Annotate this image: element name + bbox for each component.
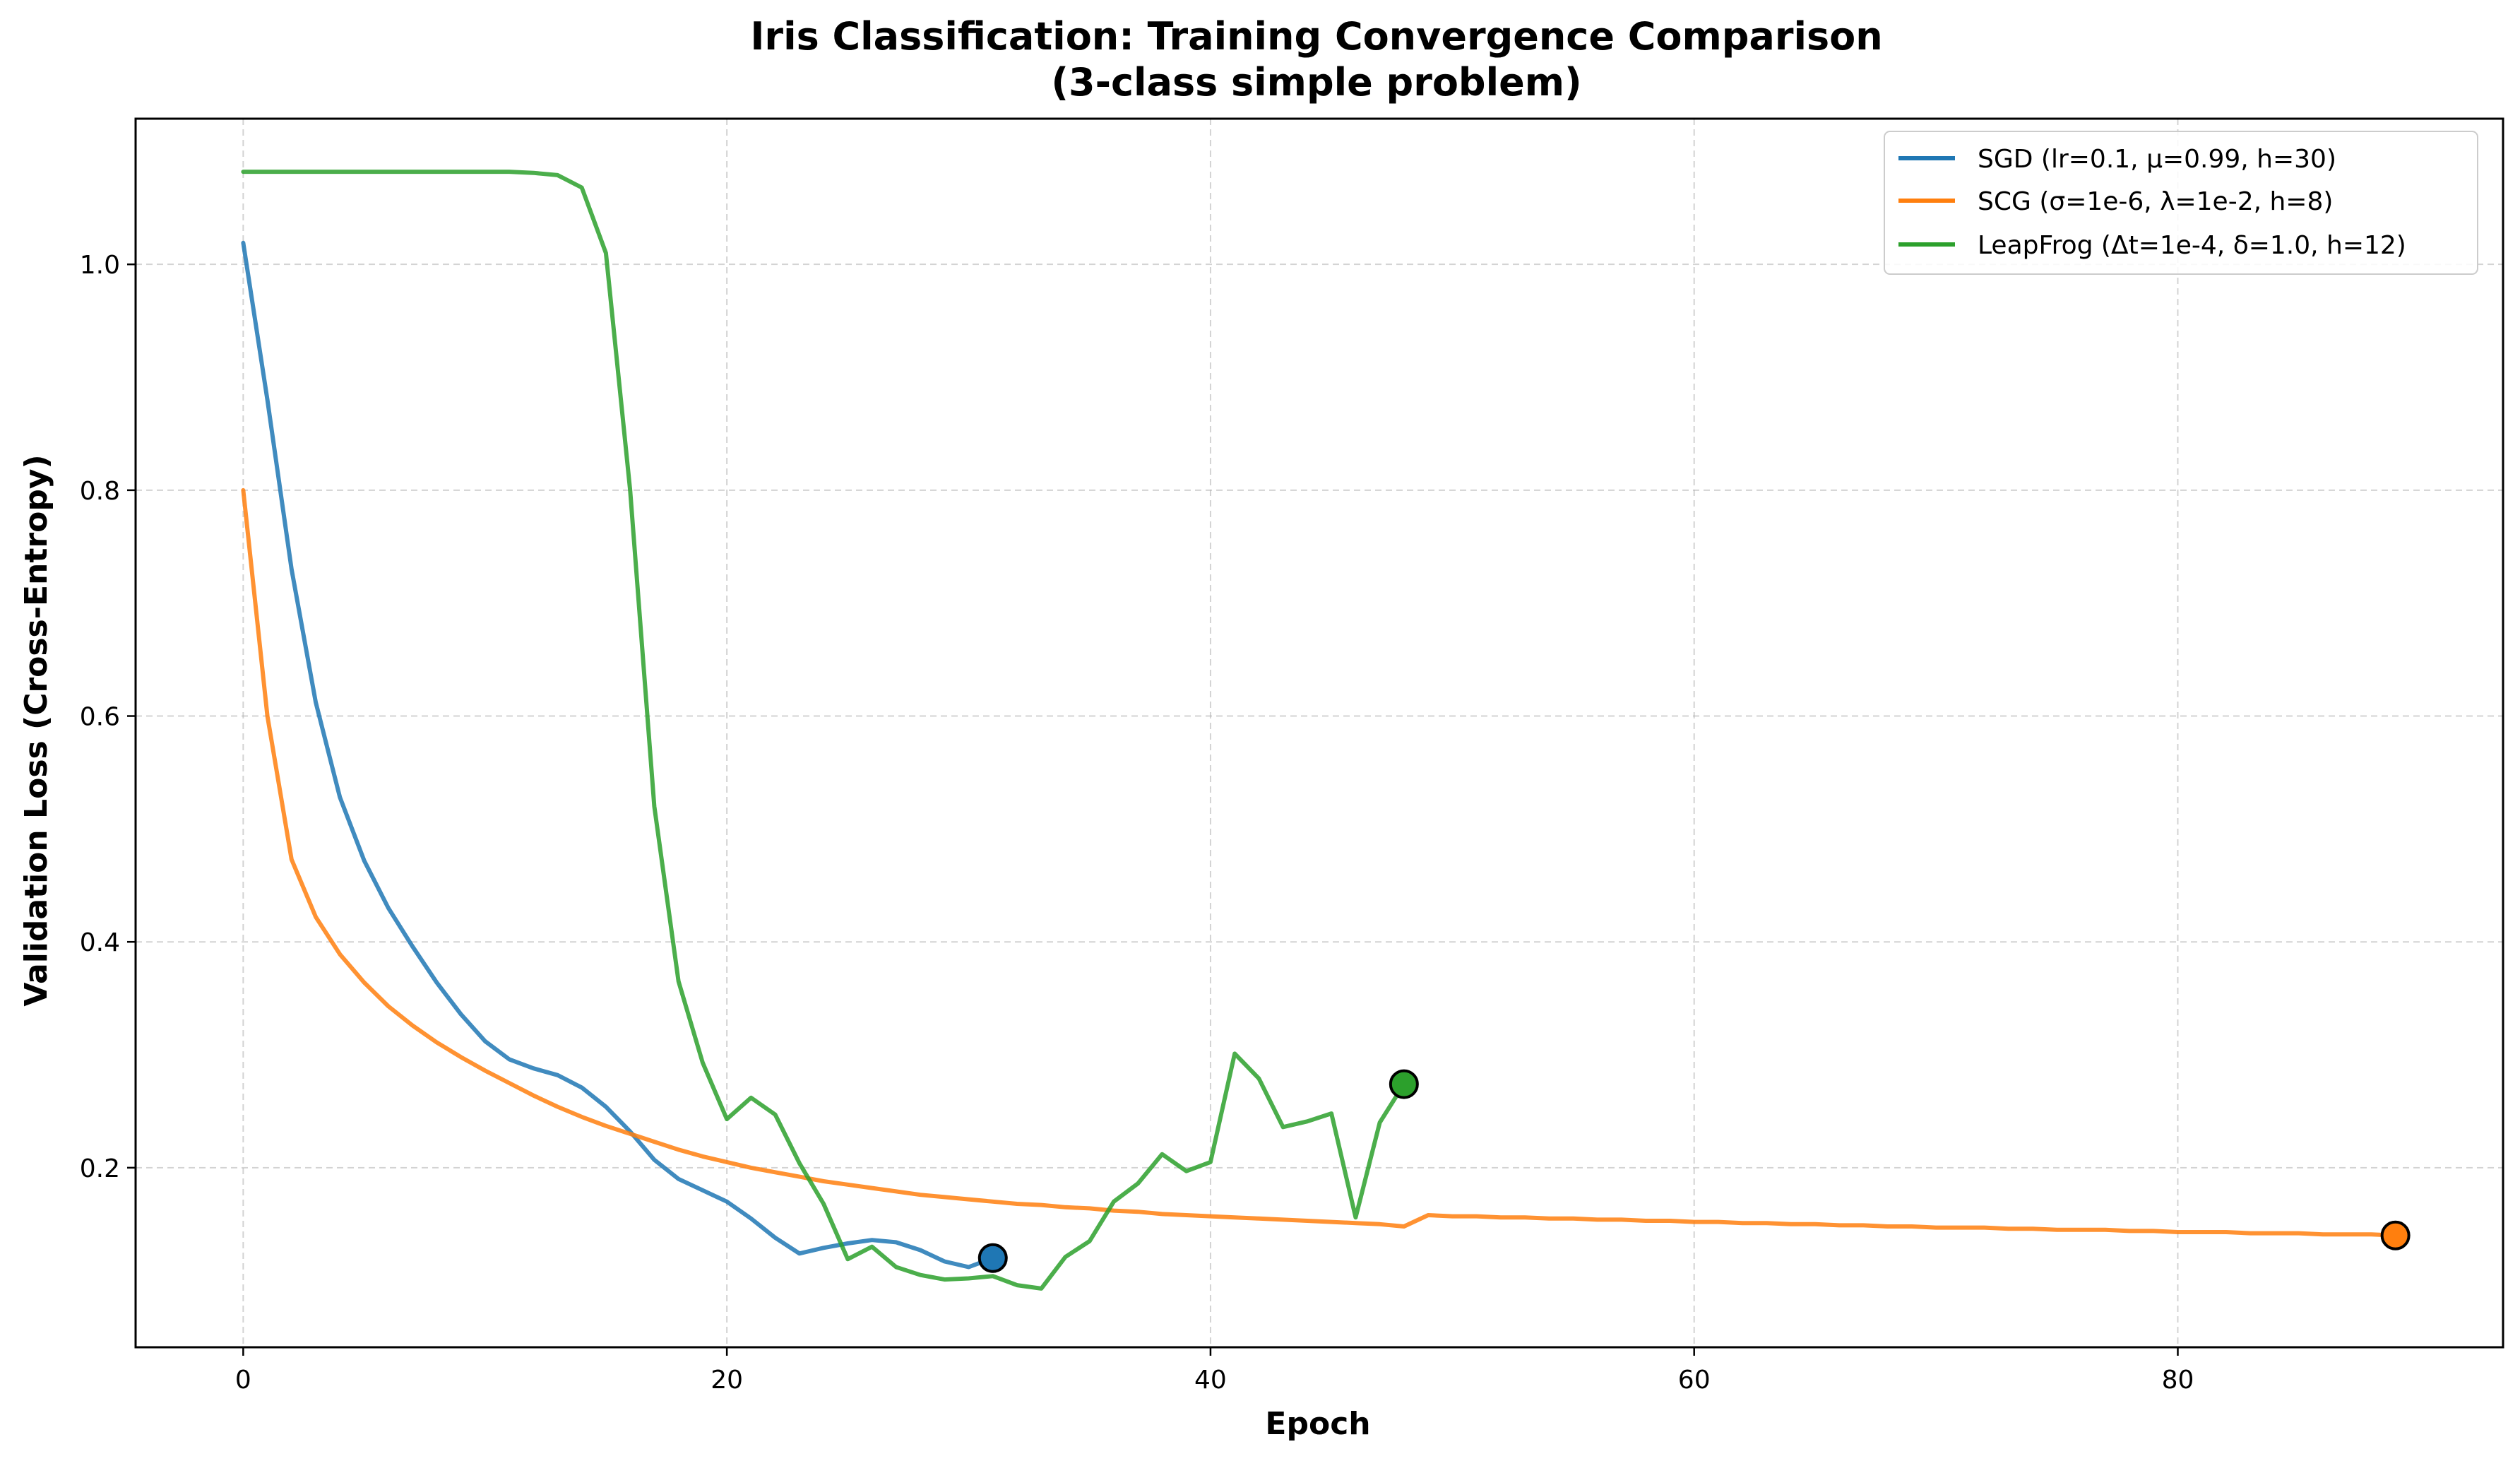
y-tick-label: 0.8 <box>80 477 120 506</box>
legend-box <box>1884 131 2478 275</box>
x-axis-ticks: 0 20 40 60 80 <box>235 1347 2194 1395</box>
y-tick-label: 1.0 <box>80 251 120 280</box>
end-marker-leapfrog <box>1389 1069 1419 1099</box>
x-axis-label: Epoch <box>1265 1406 1370 1442</box>
y-tick-label: 0.2 <box>80 1154 120 1183</box>
y-axis-label: Validation Loss (Cross-Entropy) <box>18 454 54 1006</box>
x-tick-label: 80 <box>2162 1366 2194 1395</box>
series-end-markers <box>977 1069 2411 1273</box>
x-tick-label: 40 <box>1194 1366 1227 1395</box>
x-tick-label: 0 <box>235 1366 251 1395</box>
chart-title: Iris Classification: Training Convergenc… <box>750 14 1882 59</box>
plot-frame <box>134 117 2504 1349</box>
series-lines <box>241 170 2398 1291</box>
legend-label-sgd: SGD (lr=0.1, μ=0.99, h=30) <box>1978 145 2336 174</box>
chart-subtitle: (3-class simple problem) <box>1051 60 1581 105</box>
end-marker-sgd <box>977 1243 1008 1273</box>
legend-label-leapfrog: LeapFrog (Δt=1e-4, δ=1.0, h=12) <box>1978 231 2406 260</box>
y-tick-label: 0.6 <box>80 703 120 732</box>
end-marker-scg <box>2380 1220 2411 1250</box>
x-tick-label: 20 <box>711 1366 743 1395</box>
series-line-sgd <box>241 240 995 1270</box>
series-line-leapfrog <box>241 170 1406 1291</box>
legend-label-scg: SCG (σ=1e-6, λ=1e-2, h=8) <box>1978 187 2333 216</box>
x-tick-label: 60 <box>1678 1366 1711 1395</box>
legend: SGD (lr=0.1, μ=0.99, h=30) SCG (σ=1e-6, … <box>1884 131 2478 275</box>
series-line-scg <box>241 487 2398 1238</box>
grid <box>136 119 2503 1347</box>
y-axis-ticks: 0.2 0.4 0.6 0.8 1.0 <box>80 251 136 1183</box>
y-tick-label: 0.4 <box>80 928 120 957</box>
